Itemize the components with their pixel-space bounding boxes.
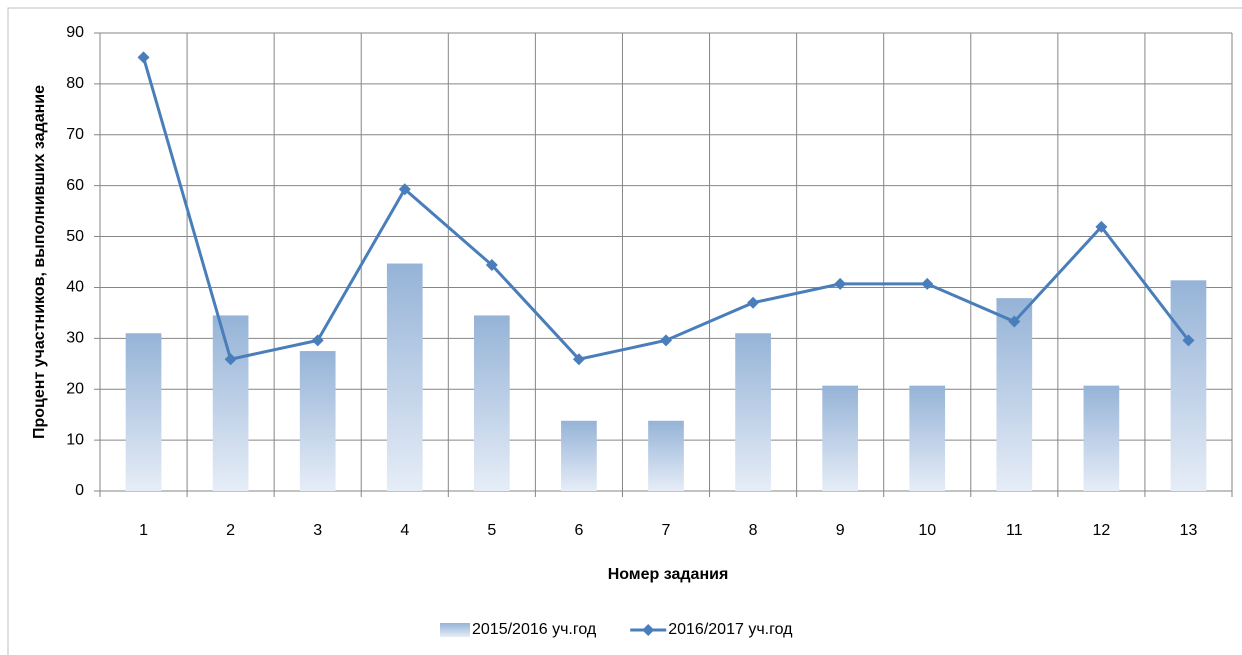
- marker: [747, 296, 760, 309]
- bar: [909, 385, 946, 491]
- legend-label: 2015/2016 уч.год: [472, 621, 597, 638]
- x-tick-label: 2: [226, 522, 235, 539]
- x-tick-label: 7: [662, 522, 671, 539]
- y-tick-label: 40: [66, 279, 84, 296]
- legend-swatch: [440, 623, 470, 637]
- y-tick-label: 90: [66, 24, 84, 41]
- x-tick-label: 11: [1006, 522, 1023, 539]
- x-tick-label: 5: [487, 522, 496, 539]
- bar: [299, 351, 336, 491]
- bar: [648, 420, 684, 491]
- marker: [921, 277, 934, 290]
- bar: [212, 315, 249, 491]
- bar: [125, 333, 162, 491]
- x-axis-label: Номер задания: [608, 566, 729, 583]
- marker: [1008, 315, 1021, 328]
- x-tick-label: 10: [918, 522, 936, 539]
- y-tick-label: 10: [66, 431, 84, 448]
- bar: [386, 263, 423, 491]
- marker: [224, 353, 237, 366]
- y-tick-label: 70: [66, 126, 84, 143]
- y-tick-label: 60: [66, 177, 84, 194]
- y-tick-label: 30: [66, 330, 84, 347]
- marker: [834, 277, 847, 290]
- marker: [660, 334, 672, 347]
- x-tick-label: 3: [313, 522, 322, 539]
- marker: [485, 259, 498, 272]
- chart-border: [7, 7, 1242, 655]
- x-tick-label: 9: [836, 522, 845, 539]
- marker: [398, 183, 411, 196]
- bar: [735, 333, 771, 491]
- y-tick-label: 20: [66, 380, 84, 397]
- x-tick-label: 12: [1092, 522, 1110, 539]
- marker: [311, 334, 324, 347]
- marker: [1095, 220, 1108, 233]
- legend-label: 2016/2017 уч.год: [668, 621, 793, 638]
- x-tick-label: 4: [400, 522, 409, 539]
- bar: [1083, 385, 1120, 491]
- marker: [572, 353, 585, 366]
- bar: [561, 420, 597, 491]
- y-tick-label: 50: [66, 228, 84, 245]
- legend-marker: [642, 624, 655, 636]
- x-tick-label: 1: [139, 522, 148, 539]
- bar: [473, 315, 510, 491]
- bar: [996, 298, 1033, 491]
- marker: [1182, 334, 1195, 347]
- bar: [822, 385, 859, 491]
- y-tick-label: 80: [66, 75, 84, 92]
- marker: [137, 51, 150, 64]
- x-tick-label: 13: [1180, 522, 1198, 539]
- x-tick-label: 8: [749, 522, 758, 539]
- y-tick-label: 0: [75, 482, 84, 499]
- x-tick-label: 6: [574, 522, 583, 539]
- y-axis-label: Процент участников, выполнивших задание: [31, 85, 48, 439]
- bar: [1170, 280, 1207, 491]
